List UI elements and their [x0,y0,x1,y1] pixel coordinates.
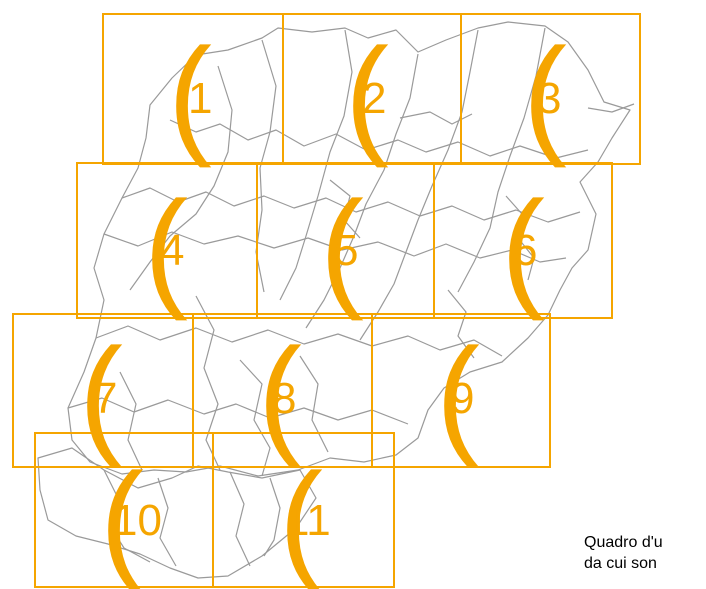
tile-number-9: 9 [450,374,474,423]
tile-paren-1: ( [168,21,212,168]
tile-paren-2: ( [345,21,389,168]
map-caption: Quadro d'u da cui son [584,532,663,574]
tile-frame-11[interactable] [212,432,395,588]
tile-number-2: 2 [362,74,386,123]
map-caption-line-1: Quadro d'u [584,534,663,551]
tile-number-10: 10 [113,496,162,545]
tile-frames [12,13,641,588]
tile-paren-7: ( [79,321,123,468]
tile-labels: ( 1 ( 2 ( 3 ( 4 ( 5 ( 6 ( 7 ( 8 ( 9 ( 10… [79,21,567,589]
map-caption-line-2: da cui son [584,555,657,572]
tile-number-6: 6 [513,226,537,275]
tile-number-5: 5 [334,226,358,275]
tile-number-11: 11 [285,496,331,545]
tile-number-8: 8 [272,374,296,423]
tile-number-4: 4 [160,226,184,275]
tile-paren-11: ( [279,446,323,589]
tile-paren-9: ( [436,321,480,468]
tile-number-7: 7 [93,374,117,423]
tile-paren-6: ( [501,174,545,321]
tile-paren-5: ( [320,174,364,321]
tile-paren-3: ( [523,21,567,168]
tile-paren-10: ( [100,446,144,589]
tile-paren-8: ( [258,321,302,468]
tile-paren-4: ( [144,174,188,321]
tile-number-1: 1 [188,74,212,123]
tile-number-3: 3 [537,74,561,123]
tile-frame-6[interactable] [433,162,613,319]
tile-frame-9[interactable] [371,313,551,468]
